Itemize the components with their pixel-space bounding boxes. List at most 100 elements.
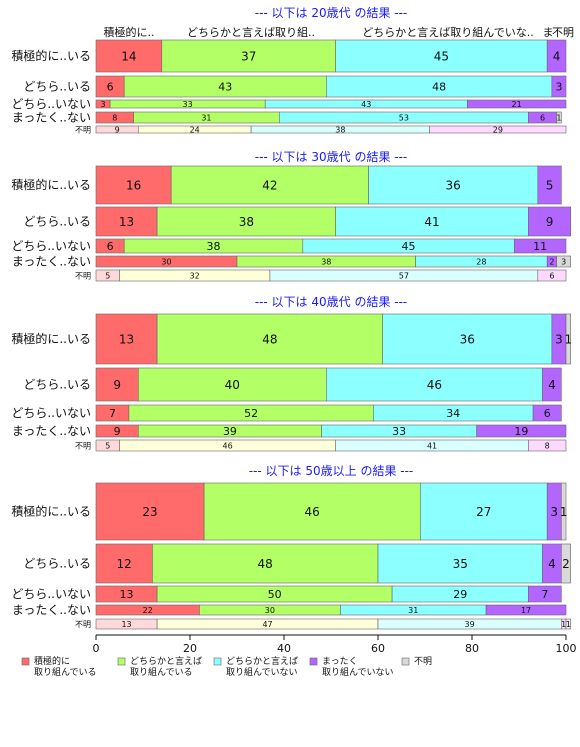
data-label: 41 xyxy=(424,215,439,229)
row-label: 積極的に..いる xyxy=(11,504,91,519)
panel-3: --- 以下は 40歳代 の結果 --- 積極的に..いる 13 48 36 3 1 どちら.… xyxy=(11,295,573,452)
row-label: どちら..いない xyxy=(11,406,91,420)
data-label: 1 xyxy=(565,332,573,346)
data-label: 2 xyxy=(549,257,554,266)
data-label: 8 xyxy=(112,113,117,122)
bar-segment xyxy=(565,313,571,365)
data-label: 36 xyxy=(460,332,475,346)
data-label: 9 xyxy=(113,378,121,392)
data-label: 6 xyxy=(107,80,114,93)
legend-swatch xyxy=(117,657,126,666)
bar-segment xyxy=(156,206,337,237)
data-label: 5 xyxy=(105,441,110,450)
data-label: 19 xyxy=(514,425,528,438)
bar-segment xyxy=(95,367,139,402)
data-label: 6 xyxy=(540,113,545,122)
data-label: 27 xyxy=(476,505,491,519)
data-label: 13 xyxy=(120,588,134,601)
data-label: 7 xyxy=(109,407,116,420)
data-label: 48 xyxy=(262,332,277,346)
legend-swatch xyxy=(21,657,30,666)
data-label: 31 xyxy=(408,606,418,615)
x-tick-label: 80 xyxy=(465,642,479,655)
bar-segment xyxy=(542,367,562,402)
legend-label: どちらかと言えば xyxy=(130,655,202,667)
data-label: 3 xyxy=(550,505,558,519)
data-label: 4 xyxy=(548,557,556,571)
data-label: 7 xyxy=(541,588,548,601)
panel-4: --- 以下は 50歳以上 の結果 ---積極的に..いる 23 46 27 3 1どちら… xyxy=(11,464,571,630)
bar-segment xyxy=(556,255,571,268)
data-label: 39 xyxy=(465,620,475,629)
data-label: 28 xyxy=(476,257,486,266)
row-label: 積極的に..いる xyxy=(11,48,91,63)
data-label: 30 xyxy=(161,257,171,266)
data-label: 38 xyxy=(207,240,221,253)
data-label: 23 xyxy=(142,505,157,519)
bar-segment xyxy=(528,439,567,452)
row-label: 不明 xyxy=(75,442,91,451)
data-label: 39 xyxy=(223,425,237,438)
legend-item: 不明 xyxy=(401,656,432,667)
bar-segment xyxy=(152,543,379,584)
bar-segment xyxy=(377,543,543,584)
bar-segment xyxy=(156,313,384,365)
data-label: 9 xyxy=(115,125,120,134)
row-label: どちら..いる xyxy=(23,215,91,229)
bar-segment xyxy=(382,313,553,365)
data-label: 45 xyxy=(434,49,449,63)
column-header: どちらかと言えば取り組んでいな.. xyxy=(362,26,533,39)
data-label: 48 xyxy=(432,80,446,93)
x-tick-label: 40 xyxy=(277,642,291,655)
data-label: 3 xyxy=(555,332,563,346)
data-label: 8 xyxy=(545,441,550,450)
panel-title: --- 以下は 50歳以上 の結果 --- xyxy=(249,464,414,478)
data-label: 41 xyxy=(427,441,437,450)
panel-2: --- 以下は 30歳代 の結果 ---積極的に..いる 16 42 36 5どちら..… xyxy=(11,150,572,282)
data-label: 33 xyxy=(183,100,193,109)
bar-segment xyxy=(95,165,172,205)
bar-segment xyxy=(476,424,567,438)
data-label: 1 xyxy=(556,113,561,122)
bar-segment xyxy=(429,125,567,134)
bar-segment xyxy=(560,482,567,541)
bar-segment xyxy=(528,206,572,237)
data-label: 32 xyxy=(190,271,200,280)
data-label: 4 xyxy=(553,49,561,63)
bar-segment xyxy=(95,482,205,541)
data-label: 35 xyxy=(453,557,468,571)
data-label: 57 xyxy=(399,271,409,280)
data-label: 46 xyxy=(223,441,233,450)
data-label: 3 xyxy=(101,100,106,109)
row-label: 積極的に..いる xyxy=(11,331,91,346)
data-label: 47 xyxy=(262,620,272,629)
data-label: 46 xyxy=(427,378,442,392)
column-header: ま xyxy=(543,26,554,39)
panel-title: --- 以下は 40歳代 の結果 --- xyxy=(255,295,408,309)
bar-segment xyxy=(565,618,571,630)
bar-segment xyxy=(368,165,539,205)
legend-label: 取り組んでいる xyxy=(34,666,97,678)
data-label: 38 xyxy=(335,125,345,134)
data-label: 53 xyxy=(399,113,409,122)
legend-swatch xyxy=(213,657,222,666)
legend-swatch xyxy=(401,657,410,666)
column-header: 積極的に.. xyxy=(104,25,155,39)
data-label: 3 xyxy=(561,257,566,266)
legend-label: 積極的に xyxy=(34,655,70,667)
data-label: 13 xyxy=(119,332,134,346)
bar-segment xyxy=(546,39,567,73)
data-label: 33 xyxy=(392,425,406,438)
bar-segment xyxy=(528,585,562,603)
x-tick-label: 20 xyxy=(183,642,197,655)
bar-segment xyxy=(560,543,571,584)
data-label: 22 xyxy=(143,606,153,615)
row-label: どちら..いる xyxy=(23,557,91,571)
data-label: 34 xyxy=(446,407,460,420)
data-label: 29 xyxy=(453,588,467,601)
data-label: 11 xyxy=(533,240,547,253)
data-label: 9 xyxy=(114,425,121,438)
data-label: 9 xyxy=(546,215,554,229)
